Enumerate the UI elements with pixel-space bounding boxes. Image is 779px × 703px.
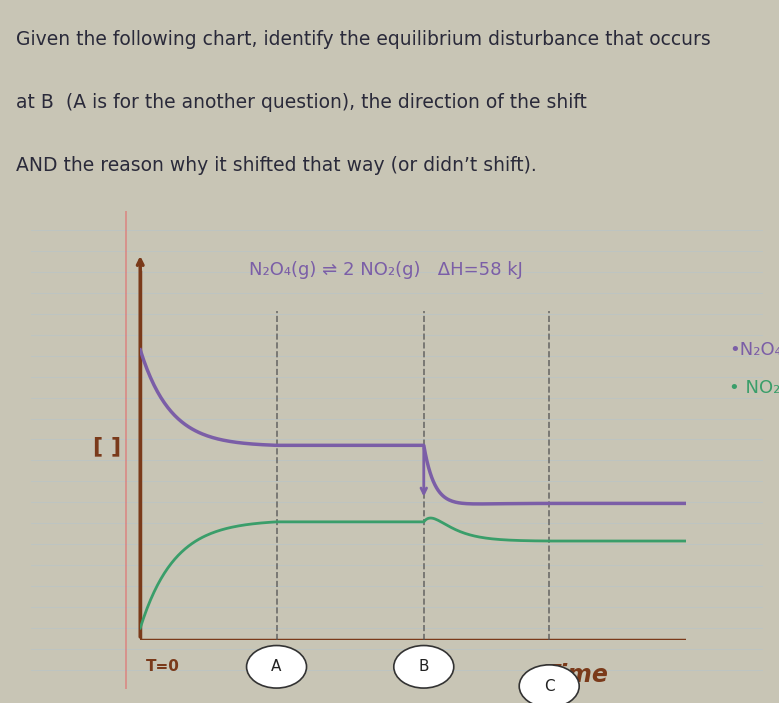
Text: C: C <box>544 678 555 694</box>
Text: Given the following chart, identify the equilibrium disturbance that occurs: Given the following chart, identify the … <box>16 30 710 49</box>
Text: AND the reason why it shifted that way (or didn’t shift).: AND the reason why it shifted that way (… <box>16 155 536 174</box>
Circle shape <box>393 645 453 688</box>
Text: B: B <box>418 659 429 674</box>
Text: Time: Time <box>544 662 609 687</box>
Text: •N₂O₄: •N₂O₄ <box>729 341 779 359</box>
Text: A: A <box>271 659 282 674</box>
Text: [ ]: [ ] <box>93 437 122 456</box>
Text: N₂O₄(g) ⇌ 2 NO₂(g)   ΔH=58 kJ: N₂O₄(g) ⇌ 2 NO₂(g) ΔH=58 kJ <box>249 261 523 279</box>
Circle shape <box>246 645 306 688</box>
Text: T=0: T=0 <box>146 659 179 674</box>
Text: • NO₂: • NO₂ <box>729 380 779 397</box>
Text: at B  (A is for the another question), the direction of the shift: at B (A is for the another question), th… <box>16 93 587 112</box>
Circle shape <box>519 665 579 703</box>
